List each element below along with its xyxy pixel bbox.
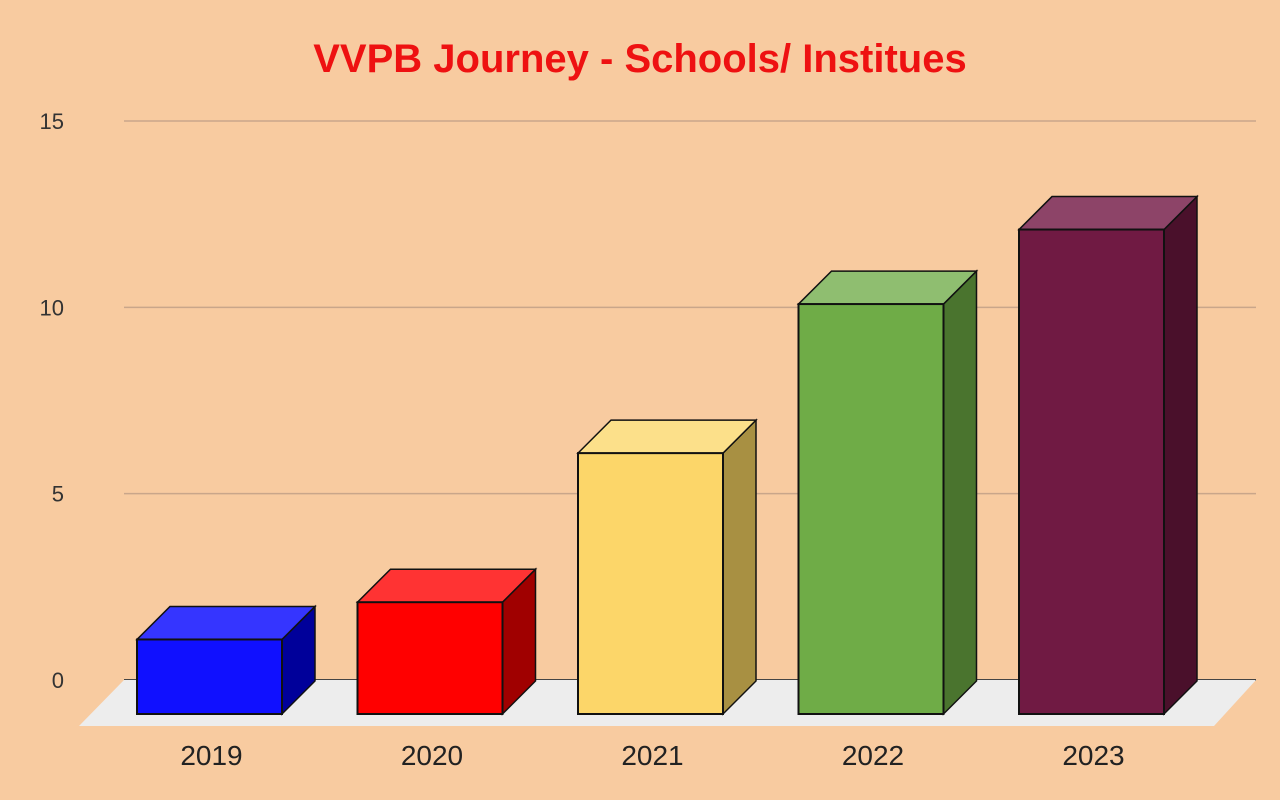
x-axis-labels: 2019 2020 2021 2022 2023 <box>180 740 1124 771</box>
x-tick-label: 2022 <box>842 740 904 771</box>
x-tick-label: 2019 <box>180 740 242 771</box>
bar <box>576 418 758 716</box>
y-tick-label: 15 <box>40 109 64 134</box>
bar-front <box>1018 228 1165 716</box>
bar <box>355 567 538 716</box>
bar-side <box>942 269 978 716</box>
bar <box>1017 194 1199 716</box>
bar-front <box>136 638 283 716</box>
bar-side <box>722 418 757 716</box>
y-tick-label: 10 <box>40 295 64 320</box>
bar-front <box>797 303 945 715</box>
bar-front <box>577 452 724 715</box>
chart-title: VVPB Journey - Schools/ Institues <box>313 37 966 81</box>
bar-side <box>1163 194 1198 716</box>
x-tick-label: 2023 <box>1062 740 1124 771</box>
x-tick-label: 2021 <box>621 740 683 771</box>
bar <box>135 604 317 716</box>
bars <box>135 194 1199 716</box>
bar-front <box>356 601 504 716</box>
x-tick-label: 2020 <box>401 740 463 771</box>
bar <box>796 269 979 716</box>
y-tick-label: 0 <box>52 668 64 693</box>
y-tick-label: 5 <box>52 482 64 507</box>
y-axis-ticks: 0 5 10 15 <box>40 109 64 693</box>
